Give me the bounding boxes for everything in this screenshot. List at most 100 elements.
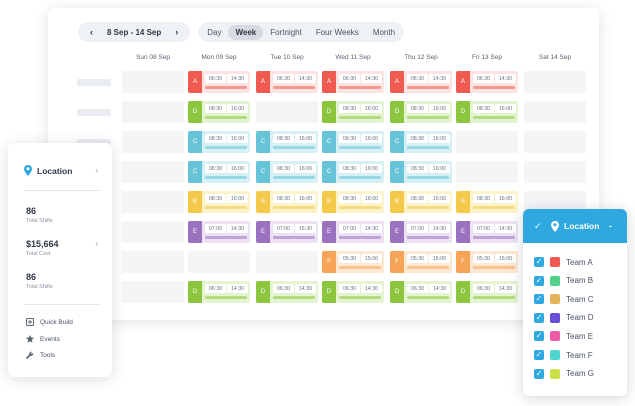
empty-slot[interactable] <box>122 281 184 303</box>
shift-card[interactable]: A 06:30 14:30 <box>456 71 518 93</box>
team-badge: D <box>322 101 336 123</box>
checkbox[interactable]: ✓ <box>534 312 544 323</box>
shift-card[interactable]: A 06:30 14:30 <box>188 71 250 93</box>
empty-slot[interactable] <box>122 101 184 123</box>
empty-slot[interactable] <box>122 221 184 243</box>
shift-card[interactable]: E 07:00 14:30 <box>456 221 518 243</box>
shift-card[interactable]: A 06:30 14:30 <box>390 71 452 93</box>
shift-end-time: 14:30 <box>227 224 248 233</box>
shift-card[interactable]: D 06:30 14:30 <box>256 281 318 303</box>
empty-slot[interactable] <box>122 161 184 183</box>
empty-slot[interactable] <box>256 251 318 273</box>
team-filter-panel: ✓ Location - ✓ Team A ✓ Team B ✓ Team C ✓ Team … <box>523 209 627 396</box>
checkbox[interactable]: ✓ <box>534 350 544 360</box>
day-header: Tue 10 Sep <box>270 54 304 61</box>
view-week[interactable]: Week <box>228 24 264 40</box>
empty-slot[interactable] <box>122 131 184 153</box>
shift-start-time: 07:00 <box>407 224 428 233</box>
checkbox[interactable]: ✓ <box>534 331 544 342</box>
row-label-placeholder <box>77 139 111 146</box>
shift-card[interactable]: C 08:30 16:00 <box>256 161 318 183</box>
shift-card[interactable]: D 08:30 16:00 <box>390 101 452 123</box>
empty-slot[interactable] <box>256 101 318 123</box>
team-filter-item[interactable]: ✓ Team C <box>534 294 594 305</box>
team-filter-item[interactable]: ✓ Team F <box>534 350 593 360</box>
team-filter-header[interactable]: ✓ Location - <box>523 209 627 243</box>
empty-slot[interactable] <box>524 191 586 213</box>
shift-start-time: 08:30 <box>339 164 360 173</box>
location-selector[interactable]: Location <box>24 165 72 176</box>
empty-slot[interactable] <box>524 131 586 153</box>
shift-card[interactable]: A 06:30 14:30 <box>256 71 318 93</box>
collapse-icon[interactable]: - <box>609 221 612 231</box>
shift-card[interactable]: C 08:30 16:00 <box>390 131 452 153</box>
shift-card[interactable]: D 06:30 14:30 <box>322 281 384 303</box>
view-month[interactable]: Month <box>372 27 396 37</box>
events-link[interactable]: Events <box>26 335 60 343</box>
shift-card[interactable]: A 06:30 14:30 <box>322 71 384 93</box>
checkbox[interactable]: ✓ <box>534 257 544 267</box>
shift-card[interactable]: B 08:30 16:00 <box>256 191 318 213</box>
empty-slot[interactable] <box>524 161 586 183</box>
shift-card[interactable]: C 08:30 16:00 <box>188 161 250 183</box>
checkbox[interactable]: ✓ <box>534 294 544 305</box>
shift-card[interactable]: D 08:30 16:00 <box>456 101 518 123</box>
shift-end-time: 16:00 <box>295 164 316 173</box>
shift-card[interactable]: C 08:30 16:00 <box>390 161 452 183</box>
shift-end-time: 14:30 <box>361 224 382 233</box>
team-filter-label: Team D <box>566 313 594 323</box>
shift-card[interactable]: C 08:30 16:00 <box>256 131 318 153</box>
shift-card[interactable]: C 08:30 16:00 <box>322 161 384 183</box>
shift-card[interactable]: B 08:30 16:00 <box>390 191 452 213</box>
chevron-right-icon[interactable]: › <box>95 166 98 175</box>
shift-card[interactable]: E 07:00 14:30 <box>322 221 384 243</box>
team-filter-item[interactable]: ✓ Team E <box>534 331 593 342</box>
view-four-weeks[interactable]: Four Weeks <box>315 27 359 37</box>
team-filter-item[interactable]: ✓ Team A <box>534 257 593 267</box>
shift-card[interactable]: E 07:00 14:30 <box>390 221 452 243</box>
view-fortnight[interactable]: Fortnight <box>270 27 302 37</box>
shift-card[interactable]: E 07:00 15:30 <box>256 221 318 243</box>
shift-card[interactable]: D 08:30 16:00 <box>188 101 250 123</box>
team-filter-item[interactable]: ✓ Team B <box>534 275 593 286</box>
empty-slot[interactable] <box>122 71 184 93</box>
toolbar: ‹ 8 Sep - 14 Sep › Day Week Fortnight Fo… <box>78 22 405 42</box>
empty-slot[interactable] <box>524 101 586 123</box>
shift-end-time: 14:30 <box>495 224 516 233</box>
shift-card[interactable]: D 06:30 14:30 <box>456 281 518 303</box>
shift-start-time: 08:30 <box>473 194 494 203</box>
chevron-right-icon[interactable]: › <box>95 239 98 248</box>
empty-slot[interactable] <box>188 251 250 273</box>
shift-card[interactable]: B 08:30 16:00 <box>188 191 250 213</box>
team-badge: B <box>456 191 470 213</box>
shift-card[interactable]: B 08:30 16:00 <box>456 191 518 213</box>
shift-card[interactable]: C 08:30 16:00 <box>322 131 384 153</box>
shift-card[interactable]: B 08:30 16:00 <box>322 191 384 213</box>
empty-slot[interactable] <box>122 191 184 213</box>
empty-slot[interactable] <box>456 131 518 153</box>
tools-link[interactable]: Tools <box>26 351 55 359</box>
chevron-right-icon[interactable]: › <box>175 27 179 37</box>
team-filter-item[interactable]: ✓ Team D <box>534 312 594 323</box>
empty-slot[interactable] <box>122 251 184 273</box>
team-filter-item[interactable]: ✓ Team G <box>534 368 594 379</box>
empty-slot[interactable] <box>524 71 586 93</box>
checkbox[interactable]: ✓ <box>534 368 544 379</box>
quick-build-link[interactable]: Quick Build <box>26 318 73 326</box>
shift-end-time: 14:30 <box>361 74 382 83</box>
shift-card[interactable]: C 08:30 16:00 <box>188 131 250 153</box>
shift-card[interactable]: D 06:30 14:30 <box>188 281 250 303</box>
empty-slot[interactable] <box>456 161 518 183</box>
shift-card[interactable]: E 07:00 14:30 <box>188 221 250 243</box>
shift-card[interactable]: F 05:30 15:00 <box>322 251 384 273</box>
shift-card[interactable]: D 06:30 14:30 <box>390 281 452 303</box>
row-label-placeholder <box>77 109 111 116</box>
shift-card[interactable]: F 05:30 15:00 <box>390 251 452 273</box>
shift-card[interactable]: F 05:30 15:00 <box>456 251 518 273</box>
shift-card[interactable]: D 08:30 16:00 <box>322 101 384 123</box>
view-day[interactable]: Day <box>207 27 222 37</box>
chevron-left-icon[interactable]: ‹ <box>90 27 93 37</box>
shift-note-bar <box>407 236 449 239</box>
checkbox[interactable]: ✓ <box>534 275 544 286</box>
day-header: Fri 13 Sep <box>472 54 502 61</box>
